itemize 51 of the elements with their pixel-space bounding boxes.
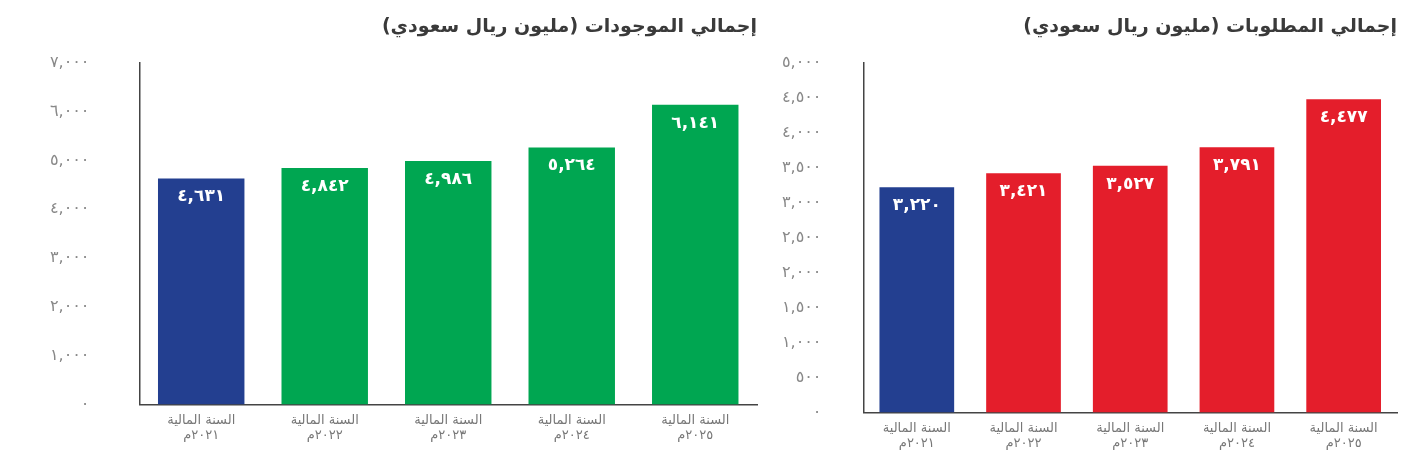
x-tick-label: السنة المالية ٢٠٢٤م bbox=[1202, 419, 1271, 451]
y-tick-label: ٣,٥٠٠ bbox=[781, 156, 822, 176]
y-tick-label: ٢,٠٠٠ bbox=[49, 295, 90, 315]
bar bbox=[405, 161, 492, 405]
chart-title: إجمالي الموجودات (مليون ريال سعودي) bbox=[381, 14, 757, 39]
data-label: ٤,٦٣١ bbox=[177, 185, 226, 206]
x-tick-label: السنة المالية ٢٠٢٢م bbox=[989, 419, 1058, 451]
y-tick-label: ٠ bbox=[812, 401, 822, 421]
y-tick-label: ٠ bbox=[80, 393, 90, 413]
y-tick-label: ٢,٥٠٠ bbox=[781, 226, 822, 246]
data-label: ٤,٤٧٧ bbox=[1319, 106, 1369, 127]
bar bbox=[281, 168, 368, 405]
chart-title: إجمالي المطلوبات (مليون ريال سعودي) bbox=[1023, 14, 1397, 39]
y-tick-label: ٦,٠٠٠ bbox=[49, 100, 90, 120]
y-tick-label: ٤,٠٠٠ bbox=[781, 121, 822, 141]
y-tick-label: ١,٠٠٠ bbox=[781, 331, 822, 351]
y-tick-label: ١,٥٠٠ bbox=[781, 296, 822, 316]
data-label: ٣,٢٢٠ bbox=[892, 194, 941, 215]
y-tick-label: ٥٠٠ bbox=[795, 366, 822, 386]
bar bbox=[528, 147, 615, 405]
data-label: ٤,٩٨٦ bbox=[424, 168, 473, 189]
data-label: ٤,٨٤٢ bbox=[300, 175, 350, 196]
x-tick-label: السنة المالية ٢٠٢٥م bbox=[661, 411, 730, 443]
x-tick-label: السنة المالية ٢٠٢٣م bbox=[1096, 419, 1165, 451]
data-label: ٣,٥٢٧ bbox=[1106, 172, 1155, 193]
y-tick-label: ٣,٠٠٠ bbox=[781, 191, 822, 211]
bar bbox=[1092, 165, 1168, 413]
bar bbox=[1306, 99, 1381, 413]
y-tick-label: ١,٠٠٠ bbox=[49, 344, 90, 364]
bar bbox=[652, 104, 739, 405]
y-tick-label: ٤,٥٠٠ bbox=[781, 86, 822, 106]
bar bbox=[157, 178, 245, 405]
x-tick-label: السنة المالية ٢٠٢٥م bbox=[1309, 419, 1378, 451]
data-label: ٣,٧٩١ bbox=[1212, 154, 1261, 175]
data-label: ٦,١٤١ bbox=[671, 111, 720, 132]
y-tick-label: ٣,٠٠٠ bbox=[49, 247, 90, 267]
x-tick-label: السنة المالية ٢٠٢٣م bbox=[414, 411, 483, 443]
x-tick-label: السنة المالية ٢٠٢٤م bbox=[537, 411, 606, 443]
bar bbox=[1199, 147, 1275, 413]
y-tick-label: ٤,٠٠٠ bbox=[49, 198, 90, 218]
y-tick-label: ٧,٠٠٠ bbox=[49, 51, 90, 71]
y-tick-label: ٥,٠٠٠ bbox=[49, 149, 90, 169]
x-tick-label: السنة المالية ٢٠٢٢م bbox=[290, 411, 359, 443]
data-label: ٣,٤٢١ bbox=[999, 180, 1048, 201]
y-tick-label: ٢,٠٠٠ bbox=[781, 261, 822, 281]
data-label: ٥,٢٦٤ bbox=[547, 154, 596, 175]
x-tick-label: السنة المالية ٢٠٢١م bbox=[167, 411, 236, 443]
bar bbox=[879, 187, 955, 413]
bar bbox=[986, 173, 1061, 413]
x-tick-label: السنة المالية ٢٠٢١م bbox=[882, 419, 951, 451]
y-tick-label: ٥,٠٠٠ bbox=[781, 51, 822, 71]
